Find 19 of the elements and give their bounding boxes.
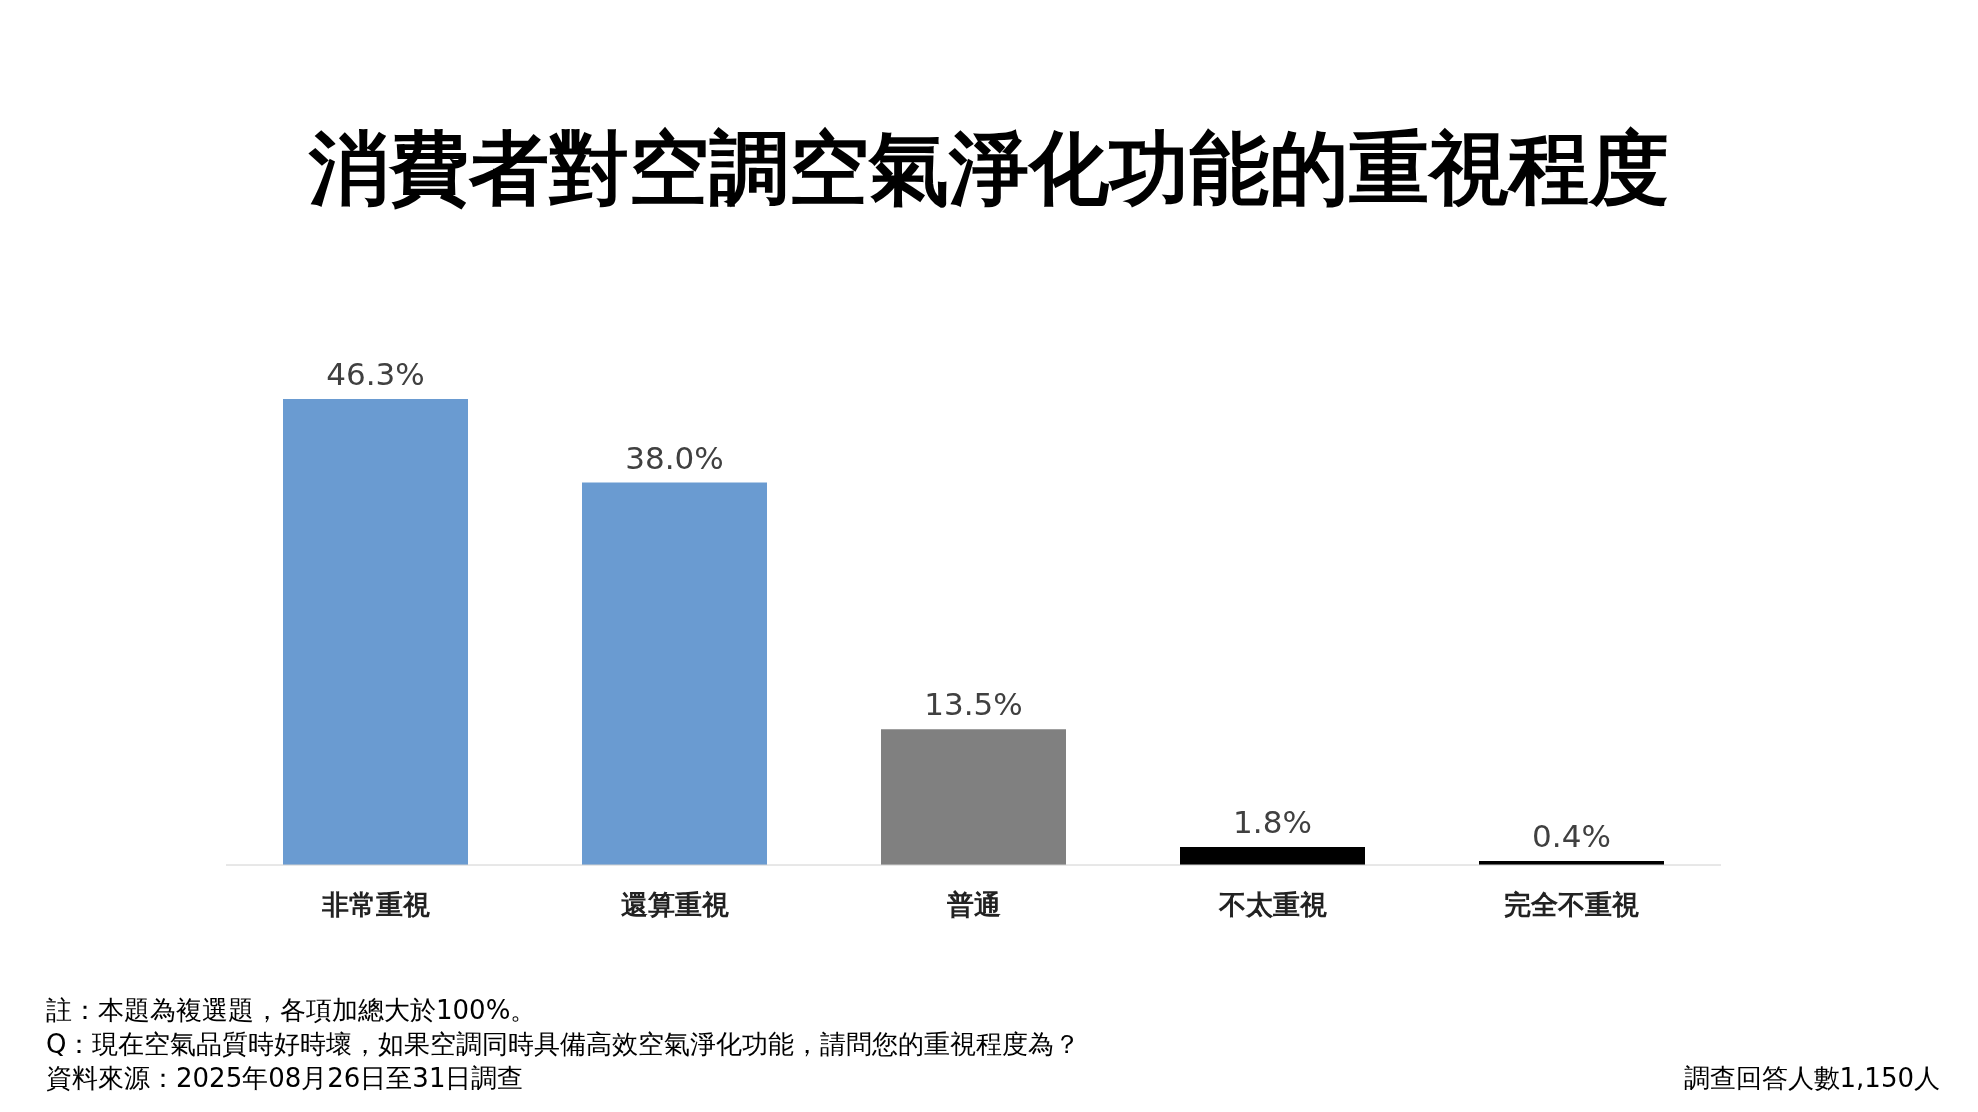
data-label: 46.3%	[326, 356, 425, 392]
x-tick-label: 普通	[945, 889, 1001, 921]
data-label: 13.5%	[924, 686, 1023, 723]
data-label: 1.8%	[1233, 803, 1312, 840]
bar	[881, 729, 1066, 865]
text: 註：本題為複選題，各項加總大於100%。	[46, 994, 538, 1027]
x-tick-label: 不太重視	[1217, 889, 1327, 921]
x-tick-label: 非常重視	[320, 889, 430, 921]
chart-title: 消費者對空調空氣淨化功能的重視程度	[307, 121, 1670, 217]
bar	[582, 482, 767, 865]
text: Q：現在空氣品質時好時壞，如果空調同時具備高效空氣淨化功能，請問您的重視程度為？	[46, 1028, 1081, 1061]
bar	[1180, 846, 1365, 865]
source-note: 資料來源：2025年08月26日至31日調查	[46, 1062, 525, 1095]
x-tick-label: 還算重視	[620, 889, 729, 921]
x-tick-label: 完全不重視	[1504, 889, 1639, 921]
text: 調查回答人數1,150人	[1683, 1062, 1940, 1095]
data-label: 38.0%	[625, 439, 724, 476]
bar	[283, 399, 468, 865]
data-label: 0.4%	[1532, 817, 1611, 854]
